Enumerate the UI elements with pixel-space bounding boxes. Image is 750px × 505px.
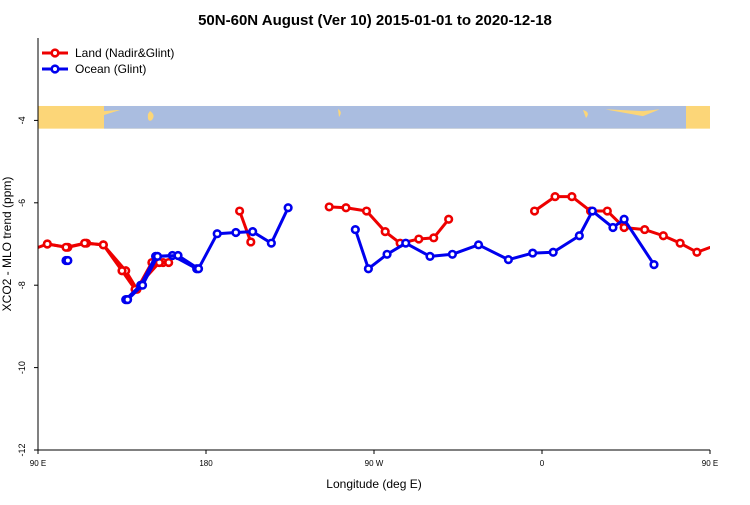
data-point xyxy=(235,206,245,216)
legend-marker xyxy=(50,64,60,74)
data-point xyxy=(414,234,424,244)
data-point xyxy=(350,224,360,235)
data-point xyxy=(173,250,183,261)
series-line-segment xyxy=(126,207,290,301)
data-point xyxy=(324,202,334,212)
data-point xyxy=(212,229,222,239)
data-point xyxy=(658,231,668,241)
data-point xyxy=(380,227,390,237)
data-point xyxy=(692,247,702,257)
data-point xyxy=(341,203,351,213)
data-point xyxy=(587,206,598,216)
y-tick-label: -10 xyxy=(17,361,27,374)
data-point xyxy=(529,206,540,216)
series-line-segment xyxy=(238,210,253,243)
chart-title: 50N-60N August (Ver 10) 2015-01-01 to 20… xyxy=(198,12,552,29)
data-point xyxy=(382,249,392,259)
data-point xyxy=(152,251,163,261)
x-axis-label: Longitude (deg E) xyxy=(326,477,421,491)
y-tick-label: -12 xyxy=(17,443,27,456)
x-tick-label: 90 W xyxy=(365,459,384,468)
data-point xyxy=(574,231,584,241)
data-point xyxy=(283,203,293,213)
data-point xyxy=(528,248,538,258)
y-tick-label: -8 xyxy=(17,281,27,289)
y-tick-label: -4 xyxy=(17,116,27,124)
y-tick-label: -6 xyxy=(17,199,27,207)
data-point xyxy=(42,239,52,249)
data-point xyxy=(503,255,514,265)
legend-label: Ocean (Glint) xyxy=(75,62,146,76)
y-axis-label: XCO2 - MLO trend (ppm) xyxy=(0,177,14,312)
x-tick-label: 90 E xyxy=(702,459,718,468)
data-point xyxy=(80,238,90,248)
data-point xyxy=(608,222,618,233)
data-point xyxy=(640,224,650,235)
data-point xyxy=(548,247,558,257)
data-point xyxy=(231,227,241,238)
data-point xyxy=(425,251,435,261)
data-point xyxy=(361,206,372,216)
data-point xyxy=(619,222,629,233)
data-point xyxy=(619,214,629,224)
x-tick-label: 90 E xyxy=(30,459,46,468)
legend: Land (Nadir&Glint) Ocean (Glint) xyxy=(42,46,174,76)
data-point xyxy=(61,242,71,252)
data-point xyxy=(266,238,276,248)
data-point xyxy=(363,264,374,274)
x-tick-label: 0 xyxy=(540,459,545,468)
legend-marker xyxy=(50,48,60,58)
data-point xyxy=(444,214,454,224)
data-point xyxy=(473,240,484,250)
data-point xyxy=(649,260,659,270)
data-point xyxy=(98,240,108,250)
map-strip-ocean-shape xyxy=(104,105,686,129)
data-point xyxy=(447,249,458,259)
data-point xyxy=(193,264,204,274)
data-point xyxy=(602,206,612,216)
data-point xyxy=(117,266,127,276)
data-point xyxy=(122,295,133,305)
data-point xyxy=(164,257,174,268)
data-point xyxy=(137,280,148,290)
data-point xyxy=(550,192,560,202)
data-point xyxy=(248,227,258,237)
data-point xyxy=(401,238,411,248)
data-point xyxy=(429,233,439,243)
world-map-strip xyxy=(38,105,710,129)
legend-label: Land (Nadir&Glint) xyxy=(75,46,174,60)
series-ocean xyxy=(61,203,659,305)
data-point xyxy=(246,237,256,247)
data-point xyxy=(567,192,577,202)
data-point xyxy=(63,255,73,266)
x-tick-label: 180 xyxy=(199,459,213,468)
data-point xyxy=(675,238,685,248)
